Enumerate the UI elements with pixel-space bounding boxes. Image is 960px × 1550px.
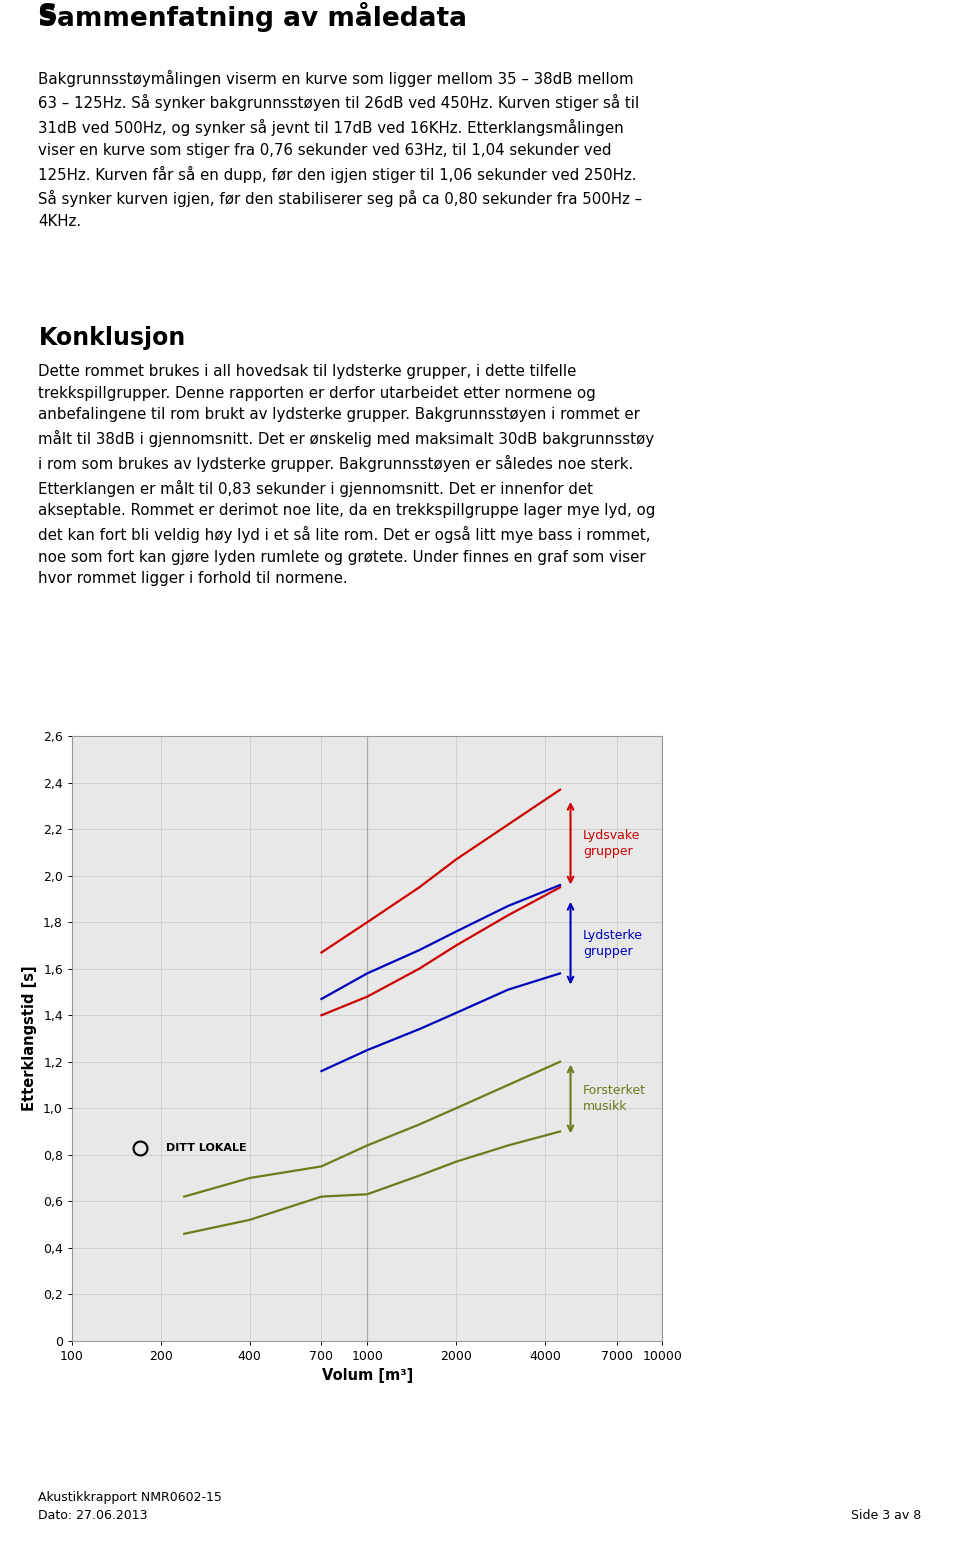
X-axis label: Volum [m³]: Volum [m³] <box>322 1369 413 1383</box>
Text: Side 3 av 8: Side 3 av 8 <box>852 1510 922 1522</box>
Text: Lydsvake
grupper: Lydsvake grupper <box>583 829 640 857</box>
Text: Bakgrunnsstøymålingen viserm en kurve som ligger mellom 35 – 38dB mellom
63 – 12: Bakgrunnsstøymålingen viserm en kurve so… <box>38 70 642 229</box>
Text: Dette rommet brukes i all hovedsak til lydsterke grupper, i dette tilfelle
trekk: Dette rommet brukes i all hovedsak til l… <box>38 364 656 586</box>
Text: DITT LOKALE: DITT LOKALE <box>165 1142 246 1153</box>
Text: Sammenfatning av måledata: Sammenfatning av måledata <box>38 2 468 33</box>
Text: K²onklusjon: K²onklusjon <box>38 326 197 349</box>
Text: Forsterket
musikk: Forsterket musikk <box>583 1085 646 1113</box>
Text: S: S <box>38 2 59 31</box>
Y-axis label: Etterklangstid [s]: Etterklangstid [s] <box>22 966 37 1111</box>
Text: Lydsterke
grupper: Lydsterke grupper <box>583 928 643 958</box>
Text: Konklusjon: Konklusjon <box>38 326 185 349</box>
Text: Akustikkrapport NMR0602-15
Dato: 27.06.2013: Akustikkrapport NMR0602-15 Dato: 27.06.2… <box>38 1491 223 1522</box>
